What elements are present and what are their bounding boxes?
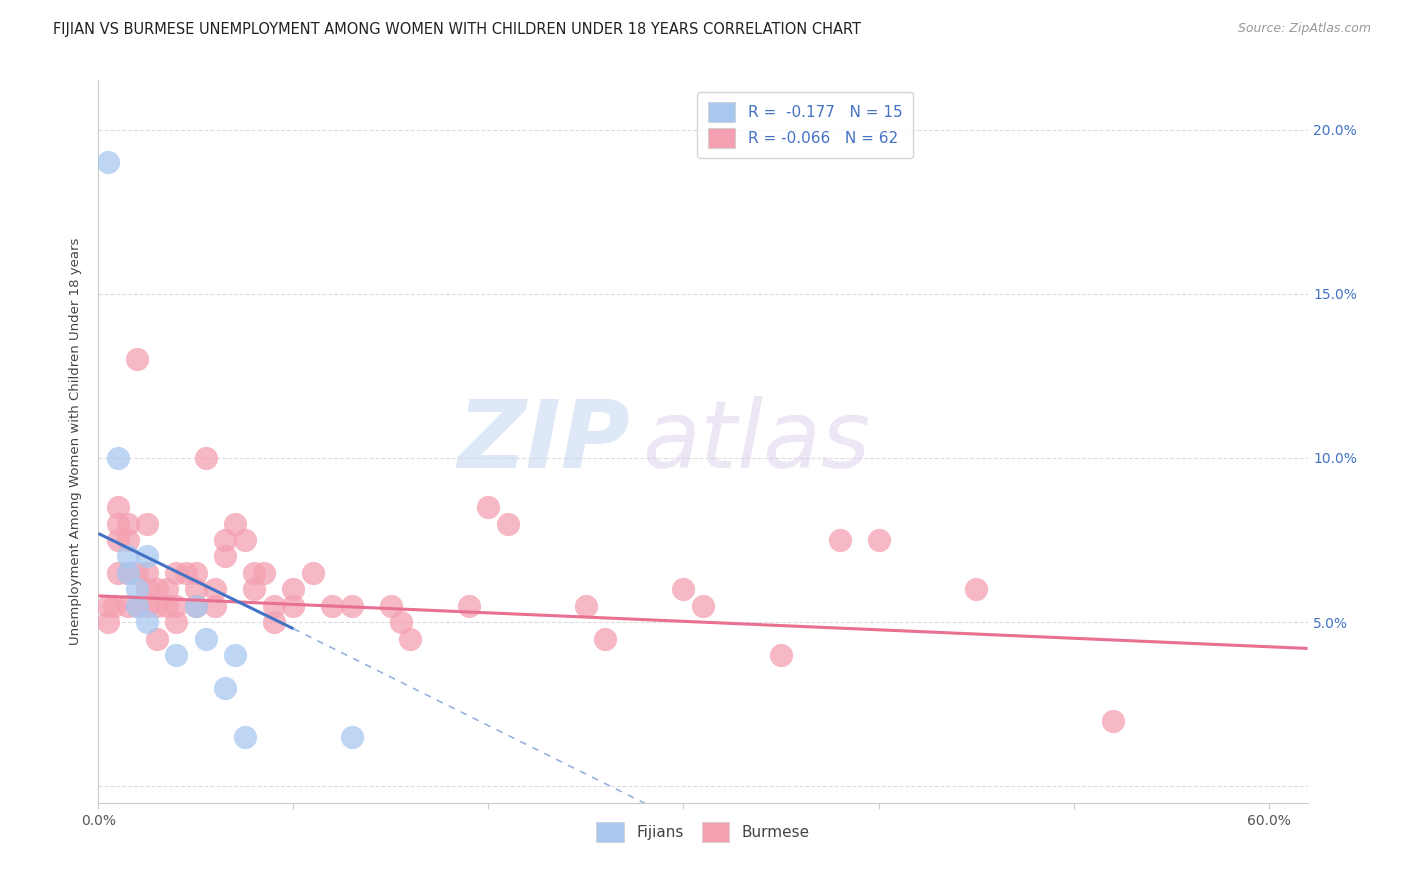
Point bbox=[136, 599, 159, 613]
Point bbox=[253, 566, 276, 580]
Point bbox=[107, 516, 129, 531]
Point bbox=[107, 566, 129, 580]
Point bbox=[233, 533, 256, 547]
Point bbox=[184, 582, 207, 597]
Point bbox=[103, 599, 125, 613]
Point bbox=[868, 533, 890, 547]
Legend: Fijians, Burmese: Fijians, Burmese bbox=[589, 814, 817, 849]
Point bbox=[214, 681, 236, 695]
Point bbox=[496, 516, 519, 531]
Point bbox=[165, 615, 187, 630]
Point bbox=[165, 599, 187, 613]
Point bbox=[174, 566, 197, 580]
Y-axis label: Unemployment Among Women with Children Under 18 years: Unemployment Among Women with Children U… bbox=[69, 238, 83, 645]
Point bbox=[1101, 714, 1123, 728]
Text: atlas: atlas bbox=[643, 396, 870, 487]
Point bbox=[340, 730, 363, 744]
Point bbox=[136, 549, 159, 564]
Point bbox=[136, 516, 159, 531]
Point bbox=[127, 599, 149, 613]
Point bbox=[243, 582, 266, 597]
Point bbox=[380, 599, 402, 613]
Point bbox=[127, 599, 149, 613]
Point bbox=[165, 648, 187, 662]
Point bbox=[117, 549, 139, 564]
Point bbox=[243, 566, 266, 580]
Point bbox=[321, 599, 343, 613]
Point bbox=[127, 582, 149, 597]
Point bbox=[672, 582, 695, 597]
Point bbox=[184, 599, 207, 613]
Point bbox=[302, 566, 325, 580]
Point bbox=[146, 599, 169, 613]
Point bbox=[107, 450, 129, 465]
Point bbox=[692, 599, 714, 613]
Point bbox=[136, 615, 159, 630]
Point bbox=[399, 632, 422, 646]
Point bbox=[769, 648, 792, 662]
Point bbox=[214, 533, 236, 547]
Point bbox=[389, 615, 412, 630]
Point bbox=[156, 599, 179, 613]
Text: FIJIAN VS BURMESE UNEMPLOYMENT AMONG WOMEN WITH CHILDREN UNDER 18 YEARS CORRELAT: FIJIAN VS BURMESE UNEMPLOYMENT AMONG WOM… bbox=[53, 22, 862, 37]
Point bbox=[458, 599, 481, 613]
Point bbox=[156, 582, 179, 597]
Text: ZIP: ZIP bbox=[457, 395, 630, 488]
Point bbox=[224, 648, 246, 662]
Point bbox=[477, 500, 499, 515]
Point bbox=[136, 566, 159, 580]
Text: Source: ZipAtlas.com: Source: ZipAtlas.com bbox=[1237, 22, 1371, 36]
Point bbox=[204, 599, 226, 613]
Point bbox=[263, 615, 285, 630]
Point bbox=[165, 566, 187, 580]
Point bbox=[575, 599, 598, 613]
Point bbox=[127, 566, 149, 580]
Point bbox=[107, 500, 129, 515]
Point bbox=[214, 549, 236, 564]
Point bbox=[146, 582, 169, 597]
Point bbox=[127, 352, 149, 367]
Point bbox=[194, 450, 217, 465]
Point bbox=[184, 566, 207, 580]
Point bbox=[283, 599, 305, 613]
Point bbox=[107, 533, 129, 547]
Point bbox=[136, 582, 159, 597]
Point bbox=[828, 533, 851, 547]
Point bbox=[233, 730, 256, 744]
Point bbox=[965, 582, 987, 597]
Point bbox=[97, 615, 120, 630]
Point bbox=[204, 582, 226, 597]
Point bbox=[97, 599, 120, 613]
Point bbox=[283, 582, 305, 597]
Point bbox=[224, 516, 246, 531]
Point bbox=[194, 632, 217, 646]
Point bbox=[146, 632, 169, 646]
Point bbox=[117, 566, 139, 580]
Point bbox=[117, 533, 139, 547]
Point bbox=[117, 599, 139, 613]
Point bbox=[97, 155, 120, 169]
Point bbox=[184, 599, 207, 613]
Point bbox=[595, 632, 617, 646]
Point bbox=[340, 599, 363, 613]
Point bbox=[117, 566, 139, 580]
Point bbox=[117, 516, 139, 531]
Point bbox=[263, 599, 285, 613]
